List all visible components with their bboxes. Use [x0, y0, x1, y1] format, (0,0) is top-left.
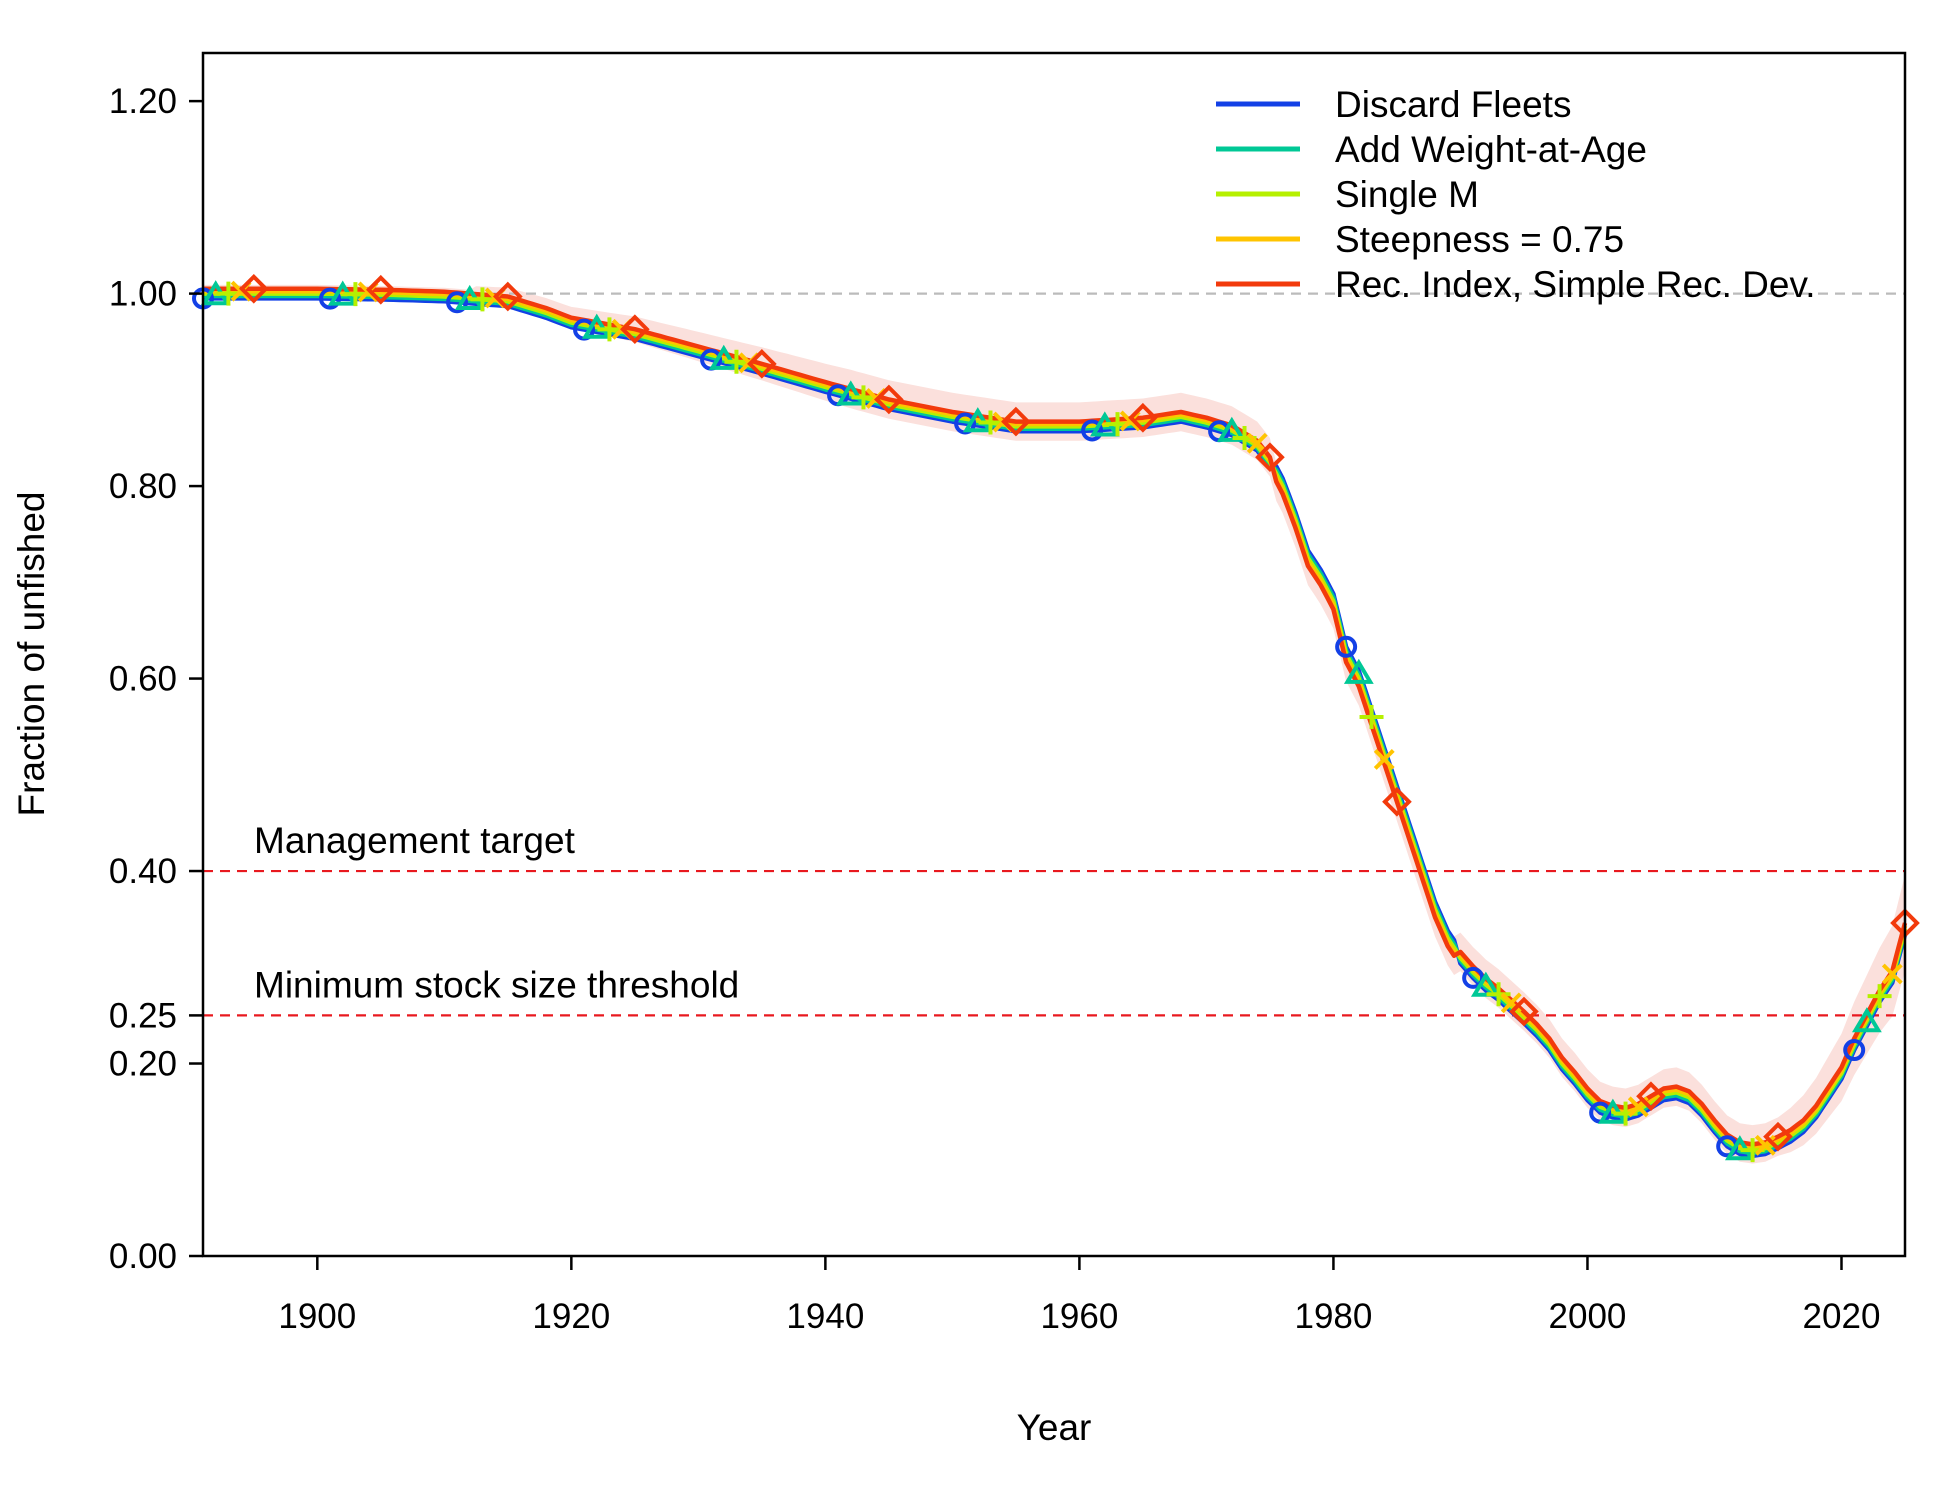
reference-label-1: Management target [254, 820, 576, 861]
marker-1-4 [708, 344, 739, 370]
marker-2-10 [1486, 982, 1511, 1007]
marker-4-9 [1382, 786, 1412, 817]
marker-1-13 [1851, 1007, 1882, 1033]
marker-4-11 [1636, 1081, 1666, 1112]
marker-2-13 [1867, 984, 1892, 1009]
legend-label-2: Single M [1335, 174, 1479, 215]
markers-layer [192, 273, 1920, 1163]
legend-label-4: Rec. Index, Simple Rec. Dev. [1335, 264, 1816, 305]
marker-0-7 [1081, 419, 1104, 442]
marker-1-10 [1470, 971, 1501, 997]
x-tick-label-5: 2000 [1549, 1297, 1627, 1336]
reference-lines-layer: Management target Minimum stock size thre… [203, 292, 1905, 1017]
marker-2-3 [597, 317, 622, 342]
marker-4-1 [365, 274, 396, 305]
marker-4-3 [620, 314, 650, 345]
marker-4-12 [1763, 1121, 1793, 1152]
y-tick-label-6: 1.00 [109, 275, 177, 314]
y-tick-label-7: 1.20 [109, 82, 177, 121]
marker-2-4 [724, 349, 749, 374]
y-tick-label-3: 0.40 [109, 852, 177, 891]
marker-4-2 [493, 281, 523, 312]
plot-frame [201, 51, 1907, 1258]
marker-3-9 [1373, 748, 1395, 770]
x-tick-label-6: 2020 [1803, 1297, 1881, 1336]
marker-1-3 [581, 313, 612, 339]
legend-label-0: Discard Fleets [1335, 84, 1571, 125]
marker-0-1 [319, 287, 342, 310]
marker-4-6 [1001, 406, 1031, 437]
x-tick-label-4: 1980 [1294, 1297, 1372, 1336]
y-tick-label-0: 0.00 [109, 1237, 177, 1276]
marker-1-8 [1216, 416, 1247, 442]
y-tick-label-5: 0.80 [109, 467, 177, 506]
marker-3-13 [1881, 963, 1903, 985]
x-tick-label-2: 1940 [786, 1297, 864, 1336]
marker-4-7 [1128, 402, 1158, 433]
y-tick-label-2: 0.25 [109, 996, 177, 1035]
x-tick-label-0: 1900 [278, 1297, 356, 1336]
legend-label-1: Add Weight-at-Age [1335, 129, 1647, 170]
marker-0-2 [446, 291, 469, 314]
y-tick-label-4: 0.60 [109, 660, 177, 699]
reference-label-2: Minimum stock size threshold [254, 964, 739, 1005]
legend-label-3: Steepness = 0.75 [1335, 219, 1624, 260]
series-line-3 [203, 288, 1908, 1150]
series-line-4 [203, 286, 1908, 1147]
axes-layer: 1900 1920 1940 1960 1980 2000 2020 0.00 0.20 0.25… [109, 82, 1881, 1336]
marker-1-5 [835, 380, 866, 406]
marker-4-4 [747, 349, 777, 379]
marker-2-9 [1359, 705, 1384, 730]
y-axis-title: Fraction of unfished [11, 492, 52, 817]
uncertainty-band [203, 284, 1905, 1164]
y-tick-label-1: 0.20 [109, 1045, 177, 1084]
marker-1-9 [1343, 658, 1374, 684]
marker-4-10 [1509, 996, 1539, 1027]
marker-2-5 [851, 385, 876, 410]
x-tick-label-3: 1960 [1040, 1297, 1118, 1336]
uncertainty-band-layer [203, 284, 1905, 1164]
x-tick-label-1: 1920 [532, 1297, 610, 1336]
marker-2-2 [470, 287, 495, 312]
marker-4-8 [1255, 442, 1285, 473]
marker-4-5 [874, 384, 904, 415]
marker-0-6 [954, 412, 977, 435]
x-axis-title: Year [1017, 1407, 1092, 1448]
marker-4-0 [238, 273, 269, 304]
marker-2-6 [978, 410, 1003, 435]
marker-0-9 [1335, 635, 1358, 658]
marker-0-13 [1843, 1039, 1866, 1062]
